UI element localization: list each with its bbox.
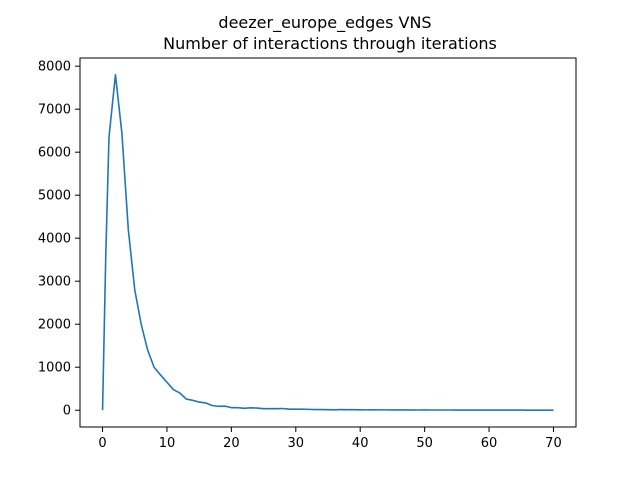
y-tick-label: 6000 xyxy=(38,146,71,161)
y-axis: 0 1000 2000 3000 4000 5000 6000 7000 8000 xyxy=(38,60,80,419)
series-line xyxy=(101,73,554,411)
x-tick-label: 20 xyxy=(223,436,240,451)
y-tick-label: 0 xyxy=(63,404,71,419)
chart-subtitle: Number of interactions through iteration… xyxy=(163,34,497,53)
y-tick-label: 1000 xyxy=(38,361,71,376)
x-tick-label: 10 xyxy=(159,436,176,451)
y-tick-label: 5000 xyxy=(38,189,71,204)
y-tick-label: 3000 xyxy=(38,275,71,290)
y-tick-label: 8000 xyxy=(38,60,71,75)
x-tick-label: 70 xyxy=(545,436,562,451)
y-tick-label: 4000 xyxy=(38,232,71,247)
x-tick-label: 60 xyxy=(481,436,498,451)
series-layer xyxy=(101,73,554,411)
x-tick-label: 50 xyxy=(416,436,433,451)
chart-title: deezer_europe_edges VNS xyxy=(218,13,431,33)
y-tick-label: 2000 xyxy=(38,318,71,333)
plot-frame xyxy=(79,57,577,428)
x-axis: 0 10 20 30 40 50 60 70 xyxy=(98,427,562,451)
x-tick-label: 40 xyxy=(352,436,369,451)
x-tick-label: 0 xyxy=(98,436,106,451)
x-tick-label: 30 xyxy=(288,436,305,451)
y-tick-label: 7000 xyxy=(38,103,71,118)
